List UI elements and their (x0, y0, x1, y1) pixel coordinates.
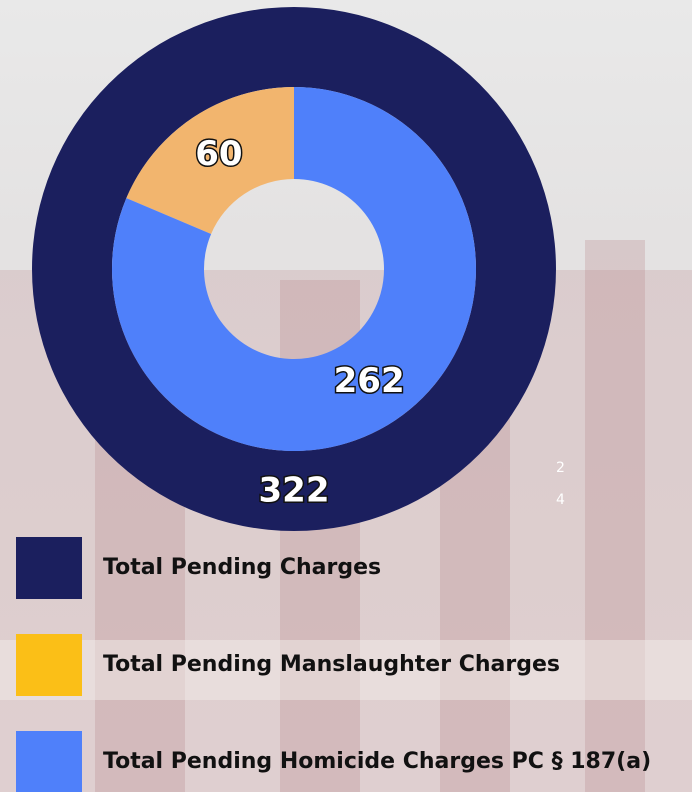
donut-slice (126, 87, 294, 234)
legend-swatch (16, 731, 82, 792)
legend-swatch (16, 537, 82, 599)
legend-label: Total Pending Manslaughter Charges (103, 652, 560, 677)
legend-label: Total Pending Homicide Charges PC § 187(… (103, 749, 651, 774)
data-label: 262 (334, 361, 405, 401)
donut-slice (32, 7, 556, 531)
donut-slice (112, 87, 477, 452)
annotation: 4 (556, 492, 565, 508)
legend-swatch (16, 634, 82, 696)
annotation: 2 (556, 460, 565, 476)
donut: 322 60 262 (32, 7, 556, 531)
legend-label: Total Pending Charges (103, 555, 381, 580)
data-label: 60 (195, 134, 242, 174)
data-label: 322 (259, 471, 330, 511)
legend: Total Pending Charges Total Pending Mansl… (16, 537, 651, 792)
